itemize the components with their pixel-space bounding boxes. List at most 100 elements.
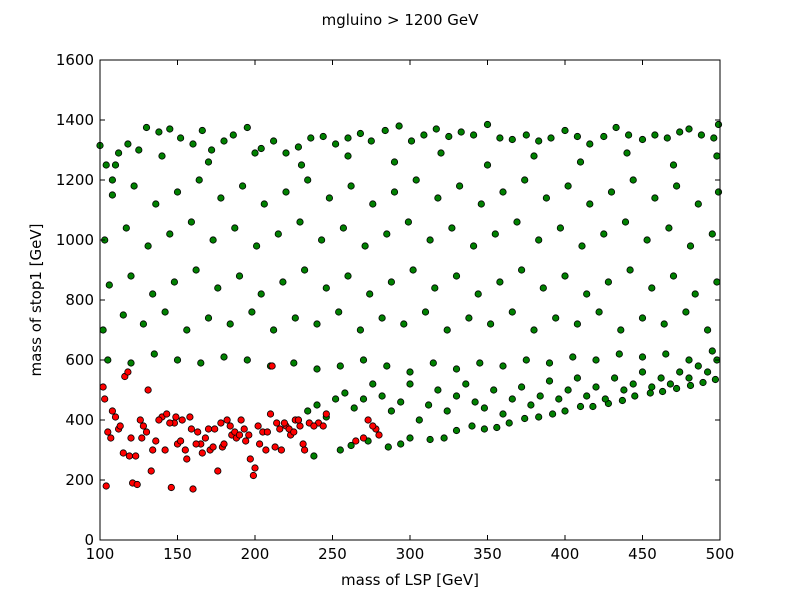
data-point — [102, 161, 110, 169]
data-point — [116, 422, 124, 430]
data-point — [626, 266, 634, 274]
data-point — [249, 471, 257, 480]
data-point — [192, 440, 200, 448]
data-point — [505, 419, 513, 427]
data-point — [279, 278, 287, 286]
data-point — [612, 123, 620, 132]
data-point — [198, 126, 206, 135]
data-point — [669, 161, 678, 169]
data-point — [452, 272, 461, 280]
data-point — [638, 353, 647, 361]
data-point — [708, 230, 716, 238]
data-point — [220, 353, 228, 361]
data-point — [294, 143, 302, 151]
data-point — [576, 402, 585, 411]
data-point — [378, 314, 386, 322]
data-point — [269, 326, 278, 334]
data-point — [397, 398, 405, 406]
data-point — [426, 435, 434, 444]
data-point — [412, 176, 420, 184]
data-point — [457, 128, 465, 136]
data-point — [344, 272, 352, 280]
data-point — [600, 132, 608, 141]
data-point — [299, 440, 307, 448]
data-point — [569, 353, 577, 361]
data-point — [149, 290, 157, 298]
data-point — [406, 368, 414, 376]
data-point — [313, 401, 321, 409]
data-point — [685, 374, 693, 382]
data-point — [491, 230, 499, 238]
data-point — [158, 152, 166, 160]
data-point — [672, 384, 681, 393]
data-point — [513, 218, 521, 226]
x-axis-ticks: 100 150 200 250 300 350 400 450 500 — [86, 60, 734, 563]
data-point — [291, 314, 299, 322]
data-point — [469, 131, 478, 139]
data-point — [204, 425, 213, 433]
data-point — [322, 410, 330, 418]
data-point — [589, 402, 597, 411]
data-point — [573, 132, 582, 141]
data-point — [304, 176, 312, 184]
data-point — [697, 131, 706, 139]
data-point — [149, 446, 157, 454]
data-point — [604, 278, 613, 286]
data-point — [592, 383, 600, 391]
data-point — [144, 242, 152, 250]
data-point — [127, 359, 135, 367]
data-point — [440, 434, 448, 442]
data-point — [657, 374, 665, 382]
data-point — [108, 191, 117, 199]
data-point — [607, 188, 616, 196]
data-point — [125, 452, 133, 460]
data-point — [209, 236, 217, 244]
data-point — [592, 356, 600, 364]
data-point — [248, 308, 256, 316]
data-point — [173, 188, 182, 196]
data-point — [155, 416, 163, 424]
data-point — [536, 392, 544, 400]
data-point — [313, 320, 321, 328]
data-point — [610, 374, 619, 382]
data-point — [251, 464, 259, 472]
data-point — [676, 128, 684, 136]
plot-points — [96, 120, 723, 493]
data-point — [331, 140, 340, 148]
data-point — [99, 383, 107, 391]
data-point — [300, 446, 309, 454]
data-point — [691, 290, 699, 298]
data-point — [339, 224, 347, 232]
data-point — [235, 431, 244, 439]
data-point — [177, 134, 185, 142]
data-point — [155, 128, 163, 136]
data-point — [105, 281, 113, 289]
data-point — [669, 272, 678, 280]
data-point — [194, 428, 202, 436]
data-point — [260, 200, 268, 208]
data-point — [666, 380, 675, 388]
data-point — [629, 176, 637, 184]
data-point — [356, 129, 364, 138]
data-point — [217, 419, 225, 427]
y-tick-label: 1400 — [56, 111, 94, 129]
data-point — [310, 452, 318, 460]
data-point — [432, 125, 440, 133]
data-point — [576, 158, 585, 166]
data-point — [658, 387, 667, 396]
data-point — [235, 272, 244, 280]
data-point — [115, 149, 123, 157]
data-point — [296, 422, 304, 430]
data-point — [369, 200, 377, 208]
data-point — [629, 380, 637, 388]
data-point — [282, 149, 290, 157]
data-point — [437, 149, 445, 157]
data-point — [336, 362, 344, 370]
data-point — [471, 398, 479, 406]
data-point — [552, 314, 560, 322]
x-tick-label: 300 — [396, 545, 425, 563]
data-point — [253, 242, 261, 250]
data-point — [262, 446, 270, 454]
data-point — [384, 443, 392, 451]
data-point — [369, 380, 377, 388]
